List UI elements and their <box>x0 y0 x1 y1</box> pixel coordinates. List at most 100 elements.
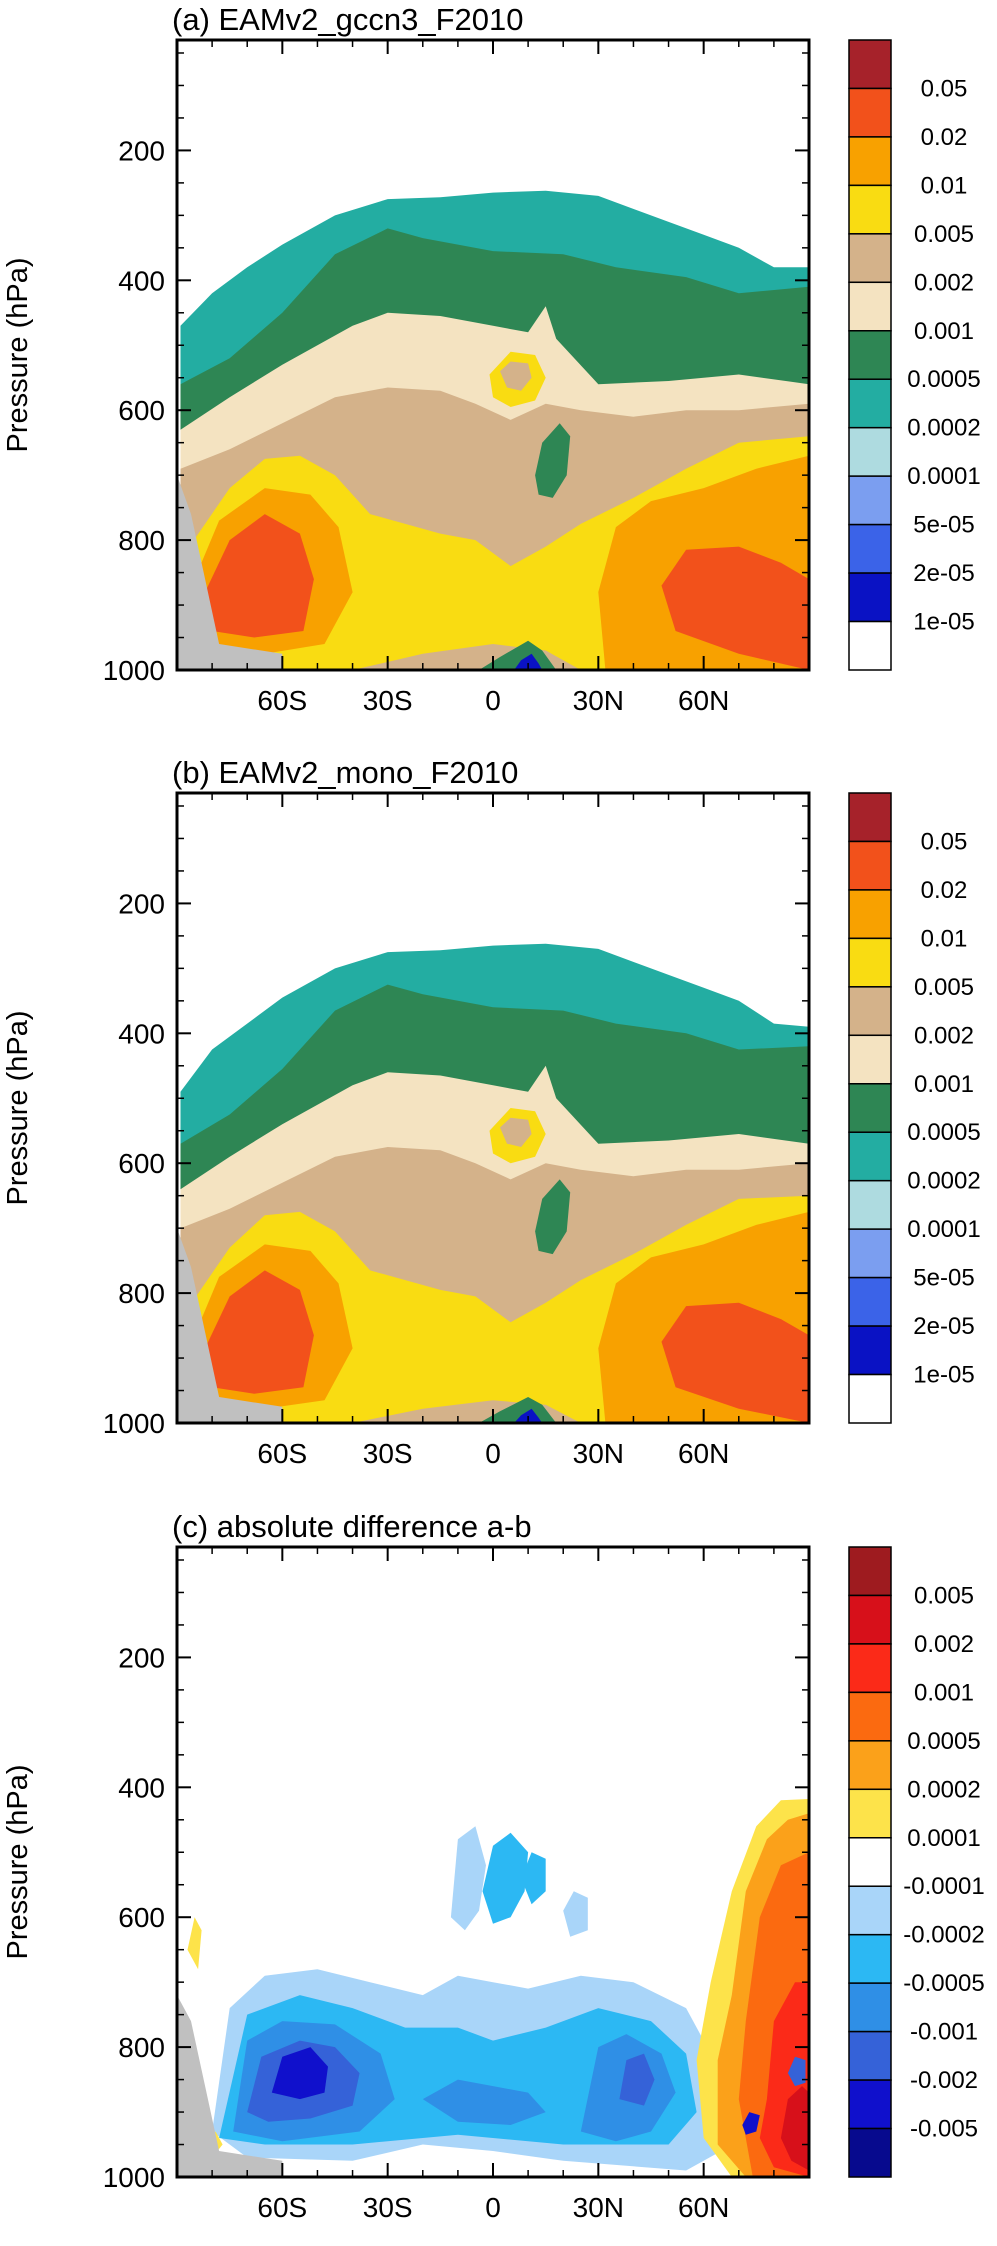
y-tick-label: 600 <box>118 1148 165 1179</box>
colorbar-swatch <box>849 1035 891 1083</box>
panel-title: (c) absolute difference a-b <box>172 1509 532 1544</box>
colorbar-swatch <box>849 1595 891 1643</box>
y-tick-label: 1000 <box>103 1408 165 1439</box>
colorbar-swatch <box>849 88 891 136</box>
x-tick-label: 60N <box>678 2192 729 2223</box>
y-tick-label: 400 <box>118 265 165 296</box>
colorbar-swatch <box>849 137 891 185</box>
x-tick-label: 0 <box>485 685 501 716</box>
colorbar-swatch <box>849 1278 891 1326</box>
colorbar-swatch <box>849 234 891 282</box>
colorbar-label: 5e-05 <box>913 512 974 539</box>
x-tick-label: 30N <box>573 1438 624 1469</box>
colorbar-label: 0.0001 <box>907 1216 980 1243</box>
colorbar-swatch <box>849 40 891 88</box>
colorbar-label: -0.0001 <box>903 1873 984 1900</box>
colorbar-swatch <box>849 1132 891 1180</box>
chart-panel-1: (a) EAMv2_gccn3_F2010 Pressure (hPa) 200 40… <box>2 2 981 716</box>
colorbar-swatch <box>849 185 891 233</box>
x-tick-label: 30S <box>363 2192 413 2223</box>
colorbar-label: 0.05 <box>921 828 968 855</box>
colorbar-label: 0.05 <box>921 75 968 102</box>
x-tick-label: 60N <box>678 1438 729 1469</box>
colorbar-swatch <box>849 793 891 841</box>
colorbar-label: 0.001 <box>914 1071 974 1098</box>
colorbar-label: 0.002 <box>914 1022 974 1049</box>
colorbar-label: 0.0005 <box>907 1728 980 1755</box>
y-tick-label: 200 <box>118 888 165 919</box>
x-tick-label: 60S <box>257 1438 307 1469</box>
contour-fills <box>177 944 809 1423</box>
x-tick-label: 30N <box>573 2192 624 2223</box>
colorbar-label: 0.0002 <box>907 415 980 442</box>
y-axis-label: Pressure (hPa) <box>2 1764 34 1959</box>
colorbar-swatch <box>849 476 891 524</box>
colorbar-label: 0.001 <box>914 1679 974 1706</box>
colorbar-swatch <box>849 1644 891 1692</box>
colorbar-swatch <box>849 573 891 621</box>
colorbar: 0.05 0.02 0.01 0.005 0.002 0.001 0.0005 0.0002 0… <box>849 40 981 670</box>
x-tick-label: 60N <box>678 685 729 716</box>
colorbar-label: 0.0002 <box>907 1168 980 1195</box>
colorbar-label: -0.0005 <box>903 1970 984 1997</box>
figure: (a) EAMv2_gccn3_F2010 Pressure (hPa) 200 40… <box>0 0 997 2246</box>
y-tick-label: 800 <box>118 525 165 556</box>
colorbar-swatch <box>849 282 891 330</box>
colorbar-label: 0.0002 <box>907 1776 980 1803</box>
y-tick-label: 200 <box>118 1642 165 1673</box>
colorbar-swatch <box>849 1547 891 1595</box>
colorbar-swatch <box>849 525 891 573</box>
colorbar-label: 0.01 <box>921 172 968 199</box>
x-tick-label: 0 <box>485 1438 501 1469</box>
colorbar-label: 0.002 <box>914 269 974 296</box>
colorbar-label: 0.0001 <box>907 1825 980 1852</box>
colorbar-label: 0.005 <box>914 221 974 248</box>
colorbar-label: -0.0002 <box>903 1922 984 1949</box>
colorbar-label: 0.0001 <box>907 463 980 490</box>
y-axis-label: Pressure (hPa) <box>2 1010 34 1205</box>
y-tick-label: 800 <box>118 2032 165 2063</box>
colorbar-swatch <box>849 1741 891 1789</box>
colorbar-swatch <box>849 428 891 476</box>
panel-title: (a) EAMv2_gccn3_F2010 <box>172 2 524 37</box>
colorbar-label: 0.02 <box>921 124 968 151</box>
x-tick-label: 30S <box>363 685 413 716</box>
colorbar-label: 0.002 <box>914 1631 974 1658</box>
y-tick-label: 1000 <box>103 2162 165 2193</box>
colorbar-swatch <box>849 1692 891 1740</box>
y-tick-label: 800 <box>118 1278 165 1309</box>
colorbar-label: 0.0005 <box>907 366 980 393</box>
colorbar-swatch <box>849 1886 891 1934</box>
colorbar-swatch <box>849 379 891 427</box>
colorbar-label: 2e-05 <box>913 560 974 587</box>
colorbar-label: -0.001 <box>910 2019 978 2046</box>
colorbar-label: 2e-05 <box>913 1313 974 1340</box>
colorbar-label: -0.002 <box>910 2067 978 2094</box>
colorbar-label: 0.01 <box>921 925 968 952</box>
colorbar-label: 5e-05 <box>913 1265 974 1292</box>
colorbar-swatch <box>849 938 891 986</box>
colorbar-swatch <box>849 331 891 379</box>
colorbar-label: 1e-05 <box>913 609 974 636</box>
colorbar-label: 0.0005 <box>907 1119 980 1146</box>
y-tick-label: 200 <box>118 135 165 166</box>
chart-panel-3: (c) absolute difference a-b Pressure (hPa… <box>2 1509 985 2223</box>
colorbar-label: 1e-05 <box>913 1362 974 1389</box>
x-tick-label: 30S <box>363 1438 413 1469</box>
y-tick-label: 400 <box>118 1772 165 1803</box>
colorbar-swatch <box>849 1181 891 1229</box>
y-tick-label: 600 <box>118 395 165 426</box>
colorbar-swatch <box>849 1789 891 1837</box>
colorbar-swatch <box>849 987 891 1035</box>
contour-fills <box>177 191 809 670</box>
colorbar-swatch <box>849 1375 891 1423</box>
colorbar-swatch <box>849 1084 891 1132</box>
y-tick-label: 1000 <box>103 655 165 686</box>
colorbar-label: 0.001 <box>914 318 974 345</box>
x-tick-label: 0 <box>485 2192 501 2223</box>
colorbar-swatch <box>849 1983 891 2031</box>
colorbar-swatch <box>849 890 891 938</box>
colorbar-swatch <box>849 1935 891 1983</box>
x-tick-label: 60S <box>257 2192 307 2223</box>
y-tick-label: 600 <box>118 1902 165 1933</box>
